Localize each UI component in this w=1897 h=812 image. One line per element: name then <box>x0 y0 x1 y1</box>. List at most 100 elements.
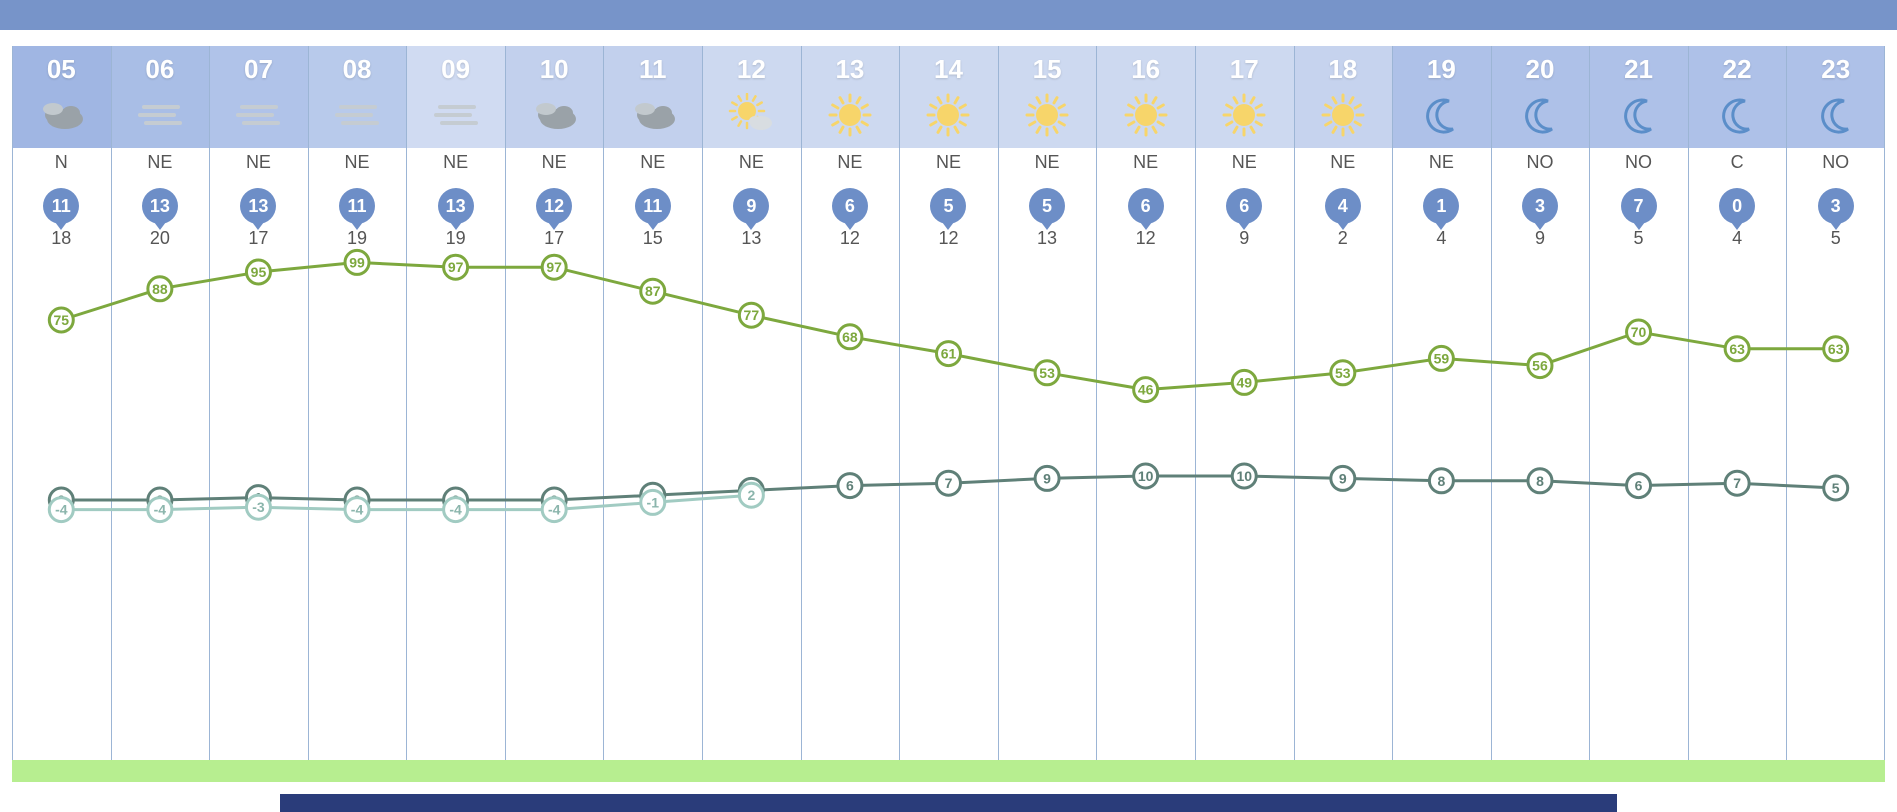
series-point-label: -1 <box>647 494 660 510</box>
wind-speed-badge: 6 <box>1226 188 1262 224</box>
series-point-label: 6 <box>846 478 854 494</box>
hour-cell[interactable]: 06 <box>111 46 210 148</box>
hour-cell[interactable]: 20 <box>1491 46 1590 148</box>
wind-direction: NE <box>1195 152 1294 180</box>
suncloud-icon <box>725 93 777 137</box>
hour-cell[interactable]: 15 <box>998 46 1097 148</box>
wind-speed-row: 11 13 13 11 13 12 11 9 6 5 5 6 6 4 1 3 7… <box>12 186 1885 226</box>
wind-direction: NE <box>801 152 900 180</box>
weather-hourly-panel: 05 06 07 08 09 <box>0 0 1897 812</box>
hour-cell[interactable]: 13 <box>801 46 900 148</box>
wind-direction: C <box>1688 152 1787 180</box>
wind-speed-badge: 13 <box>142 188 178 224</box>
wind-speed-cell: 13 <box>209 186 308 226</box>
wind-speed-badge: 6 <box>832 188 868 224</box>
hour-cell[interactable]: 11 <box>603 46 702 148</box>
wind-direction: NE <box>111 152 210 180</box>
wind-direction: NE <box>308 152 407 180</box>
series-point-label: 6 <box>1635 478 1643 494</box>
wind-speed-badge: 13 <box>438 188 474 224</box>
hour-label: 14 <box>934 54 963 85</box>
hour-cell[interactable]: 05 <box>12 46 111 148</box>
wind-speed-badge: 11 <box>635 188 671 224</box>
series-line-humidity <box>61 262 1835 389</box>
hour-cell[interactable]: 22 <box>1688 46 1787 148</box>
series-point-label: 7 <box>945 475 953 491</box>
hour-label: 10 <box>540 54 569 85</box>
wind-speed-badge: 11 <box>43 188 79 224</box>
hour-cell[interactable]: 17 <box>1195 46 1294 148</box>
series-point-label: -4 <box>449 502 462 518</box>
hour-cell[interactable]: 18 <box>1294 46 1393 148</box>
sun-icon <box>1218 93 1270 137</box>
series-point-label: 10 <box>1138 468 1154 484</box>
series-point-label: 56 <box>1532 358 1548 374</box>
hour-cell[interactable]: 10 <box>505 46 604 148</box>
hour-cell[interactable]: 07 <box>209 46 308 148</box>
hour-label: 16 <box>1131 54 1160 85</box>
sun-icon <box>1317 93 1369 137</box>
sun-icon <box>1021 93 1073 137</box>
hour-cell[interactable]: 16 <box>1096 46 1195 148</box>
series-point-label: 70 <box>1631 324 1647 340</box>
fog-icon <box>430 93 482 137</box>
wind-speed-badge: 5 <box>930 188 966 224</box>
wind-speed-cell: 3 <box>1786 186 1885 226</box>
hour-label: 23 <box>1821 54 1850 85</box>
hour-label: 09 <box>441 54 470 85</box>
bottom-scroll-bar[interactable] <box>280 794 1617 812</box>
wind-direction: N <box>12 152 111 180</box>
moon-icon <box>1514 93 1566 137</box>
wind-speed-badge: 0 <box>1719 188 1755 224</box>
hour-cell[interactable]: 21 <box>1589 46 1688 148</box>
wind-speed-cell: 6 <box>1195 186 1294 226</box>
hours-band: 05 06 07 08 09 <box>12 46 1885 148</box>
cloud-icon <box>627 93 679 137</box>
sun-icon <box>1120 93 1172 137</box>
wind-speed-badge: 6 <box>1128 188 1164 224</box>
wind-speed-cell: 9 <box>702 186 801 226</box>
series-point-label: 61 <box>941 346 957 362</box>
wind-speed-cell: 3 <box>1491 186 1590 226</box>
chart-svg: 7588959997978777686153464953595670636300… <box>12 248 1885 782</box>
sun-icon <box>824 93 876 137</box>
hour-label: 20 <box>1526 54 1555 85</box>
series-point-label: -4 <box>548 502 561 518</box>
series-point-label: -4 <box>351 502 364 518</box>
hour-label: 22 <box>1723 54 1752 85</box>
moon-icon <box>1810 93 1862 137</box>
hour-label: 12 <box>737 54 766 85</box>
series-point-label: 10 <box>1236 468 1252 484</box>
wind-direction: NE <box>505 152 604 180</box>
hour-label: 18 <box>1328 54 1357 85</box>
series-point-label: 5 <box>1832 480 1840 496</box>
wind-speed-badge: 1 <box>1423 188 1459 224</box>
wind-speed-cell: 6 <box>1096 186 1195 226</box>
series-point-label: -3 <box>252 499 265 515</box>
hour-cell[interactable]: 12 <box>702 46 801 148</box>
wind-direction: NE <box>603 152 702 180</box>
hour-cell[interactable]: 08 <box>308 46 407 148</box>
wind-speed-cell: 5 <box>899 186 998 226</box>
fog-icon <box>232 93 284 137</box>
hour-label: 06 <box>145 54 174 85</box>
top-bar <box>0 0 1897 30</box>
hour-cell[interactable]: 19 <box>1392 46 1491 148</box>
wind-speed-badge: 7 <box>1621 188 1657 224</box>
hour-cell[interactable]: 14 <box>899 46 998 148</box>
wind-direction-row: NNENENENENENENENENENENENENENENONOCNO <box>12 152 1885 180</box>
hour-cell[interactable]: 23 <box>1786 46 1885 148</box>
hour-cell[interactable]: 09 <box>406 46 505 148</box>
wind-direction: NE <box>1294 152 1393 180</box>
wind-speed-cell: 12 <box>505 186 604 226</box>
chart-area: 7588959997978777686153464953595670636300… <box>12 248 1885 782</box>
wind-speed-cell: 13 <box>111 186 210 226</box>
wind-speed-cell: 0 <box>1688 186 1787 226</box>
series-point-label: 77 <box>744 307 760 323</box>
series-point-label: 59 <box>1434 350 1450 366</box>
wind-speed-badge: 9 <box>733 188 769 224</box>
hour-label: 11 <box>639 54 667 85</box>
wind-direction: NE <box>1392 152 1491 180</box>
series-point-label: 68 <box>842 329 858 345</box>
series-point-label: 9 <box>1339 470 1347 486</box>
